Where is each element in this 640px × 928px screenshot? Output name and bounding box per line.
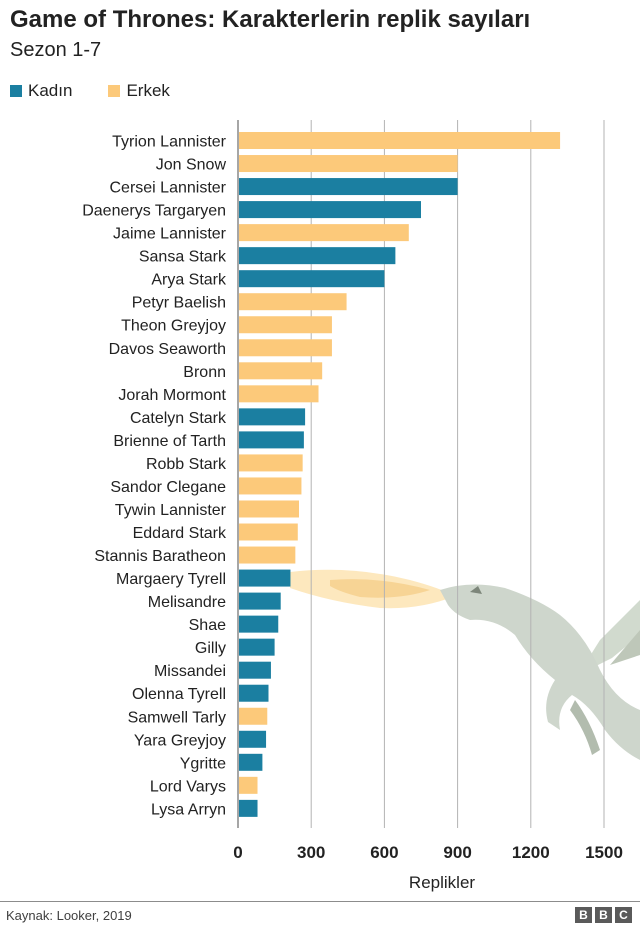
legend-item-male: Erkek: [108, 81, 170, 101]
category-label: Jaime Lannister: [113, 226, 227, 243]
x-tick-label: 1500: [585, 843, 623, 862]
category-label: Tywin Lannister: [115, 502, 227, 519]
bar: [239, 707, 268, 725]
bar: [239, 339, 332, 357]
category-label: Olenna Tyrell: [132, 686, 226, 703]
bbc-logo: B B C: [575, 907, 632, 923]
category-label: Arya Stark: [151, 272, 227, 289]
category-label: Catelyn Stark: [130, 410, 227, 427]
bar: [239, 178, 458, 196]
bar: [239, 408, 306, 426]
bar: [239, 546, 296, 564]
bar: [239, 592, 281, 610]
bar: [239, 431, 304, 449]
category-label: Margaery Tyrell: [116, 571, 226, 588]
legend: Kadın Erkek: [10, 81, 206, 101]
logo-letter-b2: B: [595, 907, 612, 923]
category-label: Shae: [189, 617, 226, 634]
x-axis-label: Replikler: [408, 873, 476, 892]
footer-divider: [0, 901, 640, 902]
bar: [239, 316, 332, 334]
legend-label-female: Kadın: [28, 81, 73, 100]
x-tick-label: 0: [233, 843, 242, 862]
category-label: Davos Seaworth: [109, 341, 226, 358]
category-label: Gilly: [195, 640, 226, 657]
x-tick-label: 300: [297, 843, 325, 862]
bar: [239, 201, 421, 219]
bar: [239, 477, 302, 495]
logo-letter-c: C: [615, 907, 632, 923]
bar: [239, 638, 275, 656]
bar: [239, 132, 561, 149]
tick-labels: 0 300 600 900 1200 1500: [233, 843, 623, 862]
category-label: Stannis Baratheon: [94, 548, 226, 565]
category-label: Robb Stark: [146, 456, 227, 473]
bar: [239, 362, 323, 380]
source-text: Kaynak: Looker, 2019: [6, 908, 132, 923]
chart-title: Game of Thrones: Karakterlerin replik sa…: [10, 6, 531, 33]
bar: [239, 454, 303, 472]
bar: [239, 684, 269, 702]
category-label: Theon Greyjoy: [121, 318, 226, 335]
category-labels: Tyrion Lannister Jon Snow Cersei Lannister…: [82, 134, 227, 819]
bar: [239, 776, 258, 794]
category-label: Missandei: [154, 663, 226, 680]
chart-subtitle: Sezon 1-7: [10, 39, 102, 61]
x-tick-label: 900: [443, 843, 471, 862]
bars: [239, 132, 561, 817]
bar: [239, 500, 299, 518]
category-label: Sansa Stark: [139, 249, 227, 266]
bar: [239, 799, 258, 817]
bar: [239, 523, 298, 541]
category-label: Sandor Clegane: [110, 479, 226, 496]
category-label: Daenerys Targaryen: [82, 203, 226, 220]
bar: [239, 247, 396, 265]
bar: [239, 155, 458, 173]
category-label: Jorah Mormont: [118, 387, 226, 404]
category-label: Yara Greyjoy: [134, 732, 226, 749]
x-tick-label: 600: [370, 843, 398, 862]
category-label: Lord Varys: [150, 778, 226, 795]
category-label: Eddard Stark: [133, 525, 227, 542]
dragon-illustration: [290, 569, 640, 760]
category-label: Ygritte: [180, 755, 226, 772]
legend-label-male: Erkek: [126, 81, 170, 100]
bar-chart: Tyrion Lannister Jon Snow Cersei Lannister…: [82, 120, 640, 862]
legend-swatch-male: [108, 85, 121, 97]
category-label: Brienne of Tarth: [113, 433, 226, 450]
x-tick-label: 1200: [512, 843, 550, 862]
category-label: Samwell Tarly: [128, 709, 226, 726]
bar: [239, 385, 319, 403]
bar: [239, 753, 263, 771]
bar: [239, 293, 347, 311]
category-label: Petyr Baelish: [132, 295, 226, 312]
bar: [239, 569, 291, 587]
bar: [239, 224, 409, 242]
legend-item-female: Kadın: [10, 81, 72, 101]
category-label: Cersei Lannister: [110, 180, 227, 197]
category-label: Jon Snow: [156, 157, 227, 174]
logo-letter-b1: B: [575, 907, 592, 923]
category-label: Lysa Arryn: [151, 801, 226, 818]
bar: [239, 730, 267, 748]
category-label: Bronn: [183, 364, 226, 381]
category-label: Melisandre: [148, 594, 226, 611]
category-label: Tyrion Lannister: [112, 134, 227, 151]
legend-swatch-female: [10, 85, 22, 97]
bar: [239, 615, 279, 633]
bar: [239, 270, 385, 288]
bar: [239, 661, 271, 679]
